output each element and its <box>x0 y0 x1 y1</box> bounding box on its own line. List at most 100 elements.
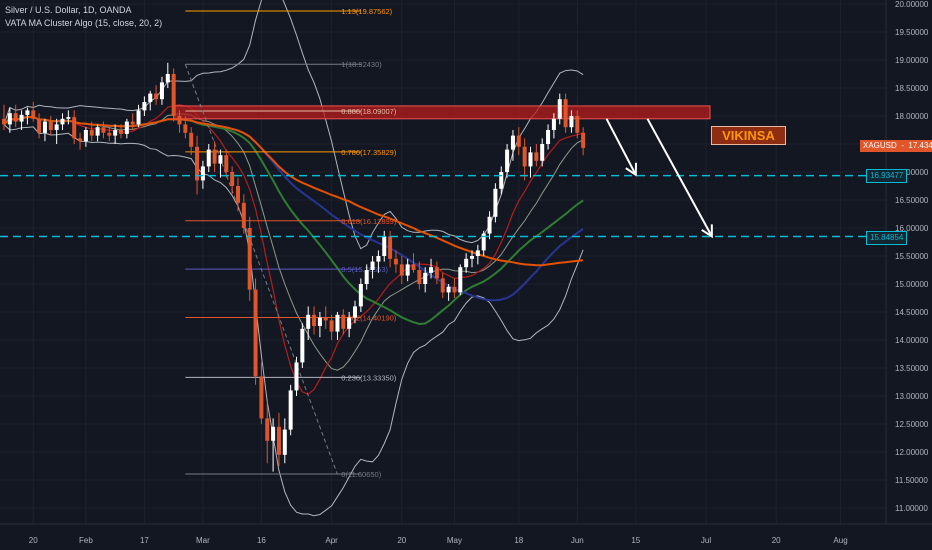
x-tick-label: Mar <box>196 536 210 545</box>
candle-body <box>522 146 527 167</box>
candle-body <box>2 118 6 125</box>
candle-body <box>183 124 188 133</box>
fib-trend-line <box>184 64 338 475</box>
x-tick-label: Feb <box>79 536 93 545</box>
candle-body <box>569 116 574 128</box>
candle-body <box>130 121 135 125</box>
symbol-label: XAGUSD <box>863 141 897 150</box>
x-tick-label: 17 <box>140 536 149 545</box>
candle-body <box>364 270 369 284</box>
candle-body <box>393 258 398 265</box>
candle-body <box>212 149 217 164</box>
candle-body <box>165 74 170 83</box>
y-tick-label: 12.50000 <box>895 420 929 429</box>
candle-body <box>382 236 387 256</box>
candle-body <box>37 118 42 133</box>
candle-body <box>60 118 65 125</box>
y-tick-label: 14.50000 <box>895 308 929 317</box>
candle-body <box>171 74 176 116</box>
candle-body <box>458 267 463 293</box>
x-tick-label: May <box>447 536 462 545</box>
candle-body <box>78 138 83 142</box>
author-badge: VIKINSA <box>711 126 786 145</box>
candle-body <box>159 82 164 100</box>
y-tick-label: 20.00000 <box>895 0 929 9</box>
x-tick-label: 20 <box>397 536 406 545</box>
candle-body <box>124 121 129 134</box>
resistance-zone <box>173 105 711 120</box>
y-tick-label: 16.50000 <box>895 196 929 205</box>
projection-arrow-head <box>625 162 638 177</box>
y-tick-label: 11.50000 <box>895 476 928 485</box>
candle-body <box>505 149 510 172</box>
candle-body <box>206 149 211 167</box>
x-tick-label: 18 <box>514 536 523 545</box>
candle-body <box>218 155 223 164</box>
fib-label: 0(11.60650) <box>341 470 381 479</box>
candle-body <box>546 130 551 144</box>
candle-body <box>323 317 328 321</box>
x-tick-label: 20 <box>29 536 38 545</box>
x-tick-label: 20 <box>772 536 781 545</box>
candle-body <box>312 314 317 326</box>
y-tick-label: 18.50000 <box>895 84 929 93</box>
candle-body <box>510 135 515 150</box>
fib-label: 0.618(16.12899) <box>341 217 397 226</box>
y-tick-label: 19.00000 <box>895 56 929 65</box>
last-price-value: 17.43414 <box>908 141 932 150</box>
projection-arrow-head <box>701 224 713 239</box>
level-tag-lower: 15.84854 <box>866 231 908 245</box>
candle-body <box>341 314 346 329</box>
indicator-name[interactable]: VATA MA Cluster Algo (15, close, 20, 2) <box>5 18 163 28</box>
grid <box>0 0 886 524</box>
candle-body <box>429 267 434 273</box>
chart-title[interactable]: Silver / U.S. Dollar, 1D, OANDA <box>5 5 132 15</box>
candle-body <box>411 264 416 270</box>
candle-body <box>358 284 363 307</box>
candle-body <box>31 110 36 119</box>
candle-body <box>119 130 123 134</box>
price-axis-panel <box>886 0 932 550</box>
fib-label: 1.13(19.87562) <box>341 7 392 16</box>
candle-body <box>306 314 311 329</box>
y-tick-label: 13.00000 <box>895 392 929 401</box>
candle-body <box>563 99 568 128</box>
candle-body <box>329 320 334 332</box>
candle-body <box>370 261 375 270</box>
fibonacci-levels: 1.13(19.87562) 1(18.92430) 0.886(18.09007)… <box>184 7 397 479</box>
candle-body <box>107 132 112 136</box>
fib-label: 0.5(15.26553) <box>341 265 388 274</box>
candle-body <box>487 216 492 234</box>
candle-body <box>540 144 545 161</box>
candle-body <box>42 121 47 133</box>
candle-body <box>434 267 439 279</box>
candle-body <box>353 306 357 318</box>
candle-body <box>200 166 205 181</box>
candle-body <box>499 172 504 189</box>
candle-body <box>300 328 305 363</box>
candle-body <box>317 317 322 326</box>
candle-body <box>136 110 141 125</box>
candle-body <box>195 146 200 181</box>
candle-body <box>83 130 88 142</box>
candle-body <box>388 236 393 259</box>
candle-body <box>13 113 18 122</box>
candle-body <box>347 317 352 329</box>
last-price-tag: XAGUSD - 17.43414 <box>860 140 932 152</box>
candle-body <box>25 110 30 115</box>
candle-body <box>452 286 457 293</box>
candle-body <box>54 124 59 130</box>
candle-body <box>66 117 71 119</box>
candle-body <box>276 426 281 455</box>
y-tick-label: 18.00000 <box>895 112 929 121</box>
y-tick-label: 11.00000 <box>895 504 928 513</box>
candle-body <box>236 186 240 203</box>
bollinger-upper <box>3 0 584 250</box>
y-tick-label: 14.00000 <box>895 336 929 345</box>
candle-body <box>48 121 53 130</box>
x-tick-label: Apr <box>325 536 338 545</box>
level-tag-upper: 16.93477 <box>866 169 908 183</box>
